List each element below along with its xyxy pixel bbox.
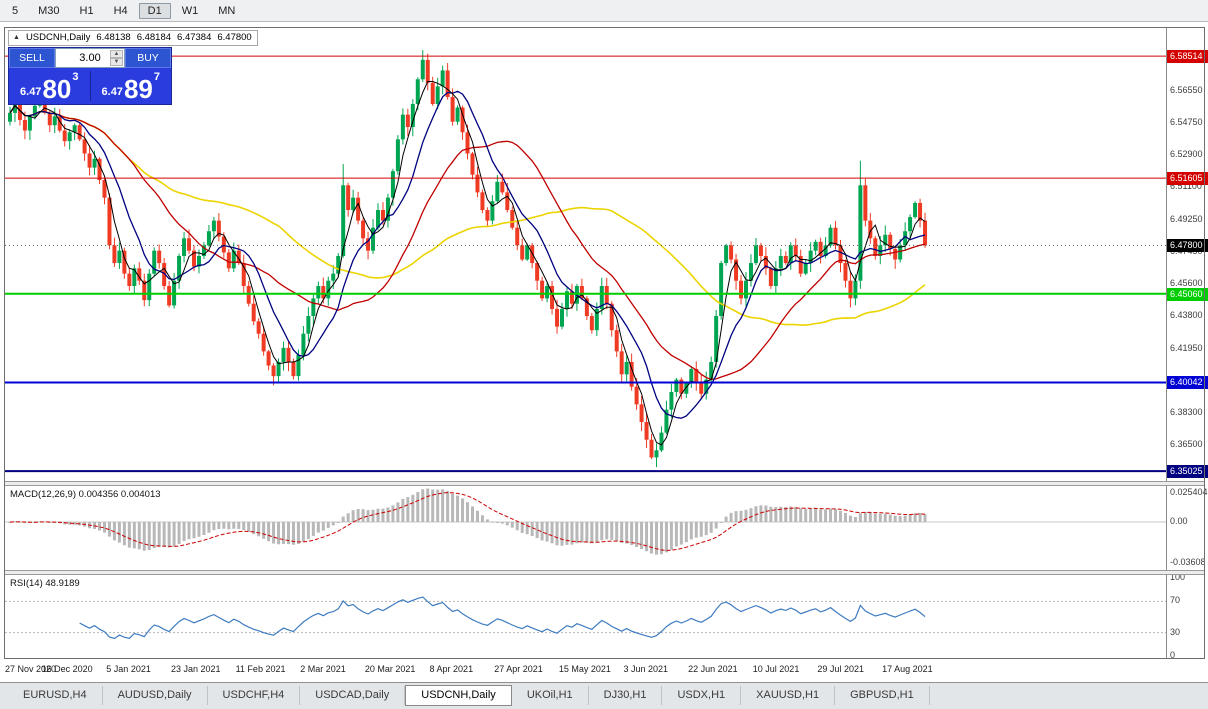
buy-price-big: 89 [123,73,153,104]
time-axis-label: 8 Apr 2021 [429,664,474,674]
time-axis-label: 11 Feb 2021 [235,664,286,674]
macd-indicator-canvas[interactable] [5,486,1166,570]
tab-usdcnh-daily[interactable]: USDCNH,Daily [405,685,512,706]
price-axis-label: 100 [1170,572,1186,582]
time-axis: 27 Nov 2020 16 Dec 2020 5 Jan 2021 23 Jan 2… [5,662,1166,678]
rsi-label: RSI(14) 48.9189 [10,578,80,589]
price-axis-label: 6.38300 [1170,407,1203,418]
buy-price-display[interactable]: 6.47 89 7 [91,68,172,104]
price-level-tag: 6.51605 [1167,172,1208,186]
price-axis-label: 6.56550 [1170,84,1203,95]
price-level-tag: 6.45060 [1167,287,1208,301]
price-axis-label: 6.54750 [1170,116,1203,127]
timeframe-button-d1[interactable]: D1 [138,2,171,19]
buy-price-pip: 7 [153,71,160,83]
macd-values: 0.004356 0.004013 [78,489,161,500]
ohlc-close: 6.47800 [217,32,252,43]
tab-usdcad-daily[interactable]: USDCAD,Daily [300,686,406,705]
price-level-tag: 6.35025 [1167,465,1208,479]
volume-increase-button[interactable]: ▲ [110,50,123,58]
sell-price-big: 80 [42,73,72,104]
ohlc-low: 6.47384 [177,32,212,43]
macd-name: MACD(12,26,9) [10,489,76,500]
symbol-name: USDCNH,Daily [25,32,91,43]
time-axis-label: 17 Aug 2021 [882,664,933,674]
ohlc-high: 6.48184 [136,32,172,43]
price-axis-label: 0 [1170,650,1176,660]
main-chart-canvas[interactable] [5,28,1166,481]
price-axis-label: 6.36500 [1170,439,1203,450]
rsi-name: RSI(14) [10,578,43,589]
price-axis-separator [1166,28,1167,658]
macd-label: MACD(12,26,9) 0.004356 0.004013 [10,489,161,500]
time-axis-label: 5 Jan 2021 [106,664,151,674]
price-axis-label: 6.49250 [1170,213,1203,224]
price-axis-label: 70 [1170,595,1181,606]
price-axis-label: 30 [1170,626,1181,637]
buy-price-prefix: 6.47 [101,86,123,98]
time-axis-label: 3 Jun 2021 [623,664,669,674]
buy-button[interactable]: BUY [125,48,171,68]
ohlc-open: 6.48138 [96,32,131,43]
tab-usdx-h1[interactable]: USDX,H1 [662,686,742,705]
tab-audusd-daily[interactable]: AUDUSD,Daily [103,686,208,705]
collapse-arrow-icon[interactable]: ▲ [13,34,20,41]
price-level-tag: 6.58514 [1167,50,1208,64]
time-axis-label: 22 Jun 2021 [688,664,738,674]
price-axis-label: 6.51100 [1170,181,1202,192]
timeframe-button-h1[interactable]: H1 [79,4,94,17]
time-axis-label: 20 Mar 2021 [364,664,416,674]
price-axis-label: -0.03608 [1170,557,1206,568]
price-level-tag: 6.47800 [1167,239,1208,253]
time-axis-label: 27 Apr 2021 [494,664,543,674]
chart-tab-bar: EURUSD,H4 AUDUSD,Daily USDCHF,H4 USDCAD,Dai… [0,682,1208,709]
price-divider [89,71,91,101]
volume-input[interactable]: 3.00 ▲ ▼ [55,48,125,68]
rsi-value: 48.9189 [45,578,80,589]
panel-splitter-macd[interactable] [5,481,1204,486]
time-axis-label: 10 Jul 2021 [752,664,800,674]
sell-price-display[interactable]: 6.47 80 3 [9,68,90,104]
sell-button[interactable]: SELL [9,48,55,68]
sell-price-pip: 3 [72,71,79,83]
chart-ohlc-info: ▲ USDCNH,Daily 6.48138 6.48184 6.47384 6… [8,30,258,46]
timeframe-button-5[interactable]: 5 [12,4,19,17]
rsi-indicator-canvas[interactable] [5,575,1166,659]
timeframe-button-mn[interactable]: MN [218,4,236,17]
tab-gbpusd-h1[interactable]: GBPUSD,H1 [835,686,930,705]
tab-usdchf-h4[interactable]: USDCHF,H4 [208,686,301,705]
sell-price-prefix: 6.47 [20,86,42,98]
timeframe-button-w1[interactable]: W1 [181,4,199,17]
timeframe-button-h4[interactable]: H4 [113,4,128,17]
tab-dj30-h1[interactable]: DJ30,H1 [589,686,663,705]
price-axis-label: 6.45600 [1170,278,1203,289]
volume-decrease-button[interactable]: ▼ [110,58,123,66]
time-axis-label: 27 Nov 2020 [5,664,57,674]
time-axis-label: 29 Jul 2021 [817,664,864,674]
price-axis-label: 6.43800 [1170,310,1203,321]
panel-splitter-rsi[interactable] [5,570,1204,575]
price-axis-label: 6.52900 [1170,149,1203,160]
volume-value: 3.00 [79,52,101,64]
timeframe-toolbar: 5 M30 H1 H4 D1 W1 MN [0,0,1208,22]
price-axis-label: 6.41950 [1170,342,1203,353]
tab-eurusd-h4[interactable]: EURUSD,H4 [8,686,103,705]
time-axis-label: 23 Jan 2021 [170,664,221,674]
time-axis-label: 15 May 2021 [558,664,611,674]
time-axis-label: 2 Mar 2021 [300,664,346,674]
time-axis-label: 16 Dec 2020 [41,664,93,674]
price-level-tag: 6.40042 [1167,376,1208,390]
tab-xauusd-h1[interactable]: XAUUSD,H1 [741,686,836,705]
price-axis-label: 0.025404 [1170,487,1208,498]
one-click-trading-panel: SELL 3.00 ▲ ▼ BUY 6.47 80 3 6.47 89 7 [8,47,172,105]
price-axis-label: 0.00 [1170,516,1188,526]
tab-ukoil-h1[interactable]: UKOil,H1 [512,686,589,705]
timeframe-button-m30[interactable]: M30 [38,4,60,17]
